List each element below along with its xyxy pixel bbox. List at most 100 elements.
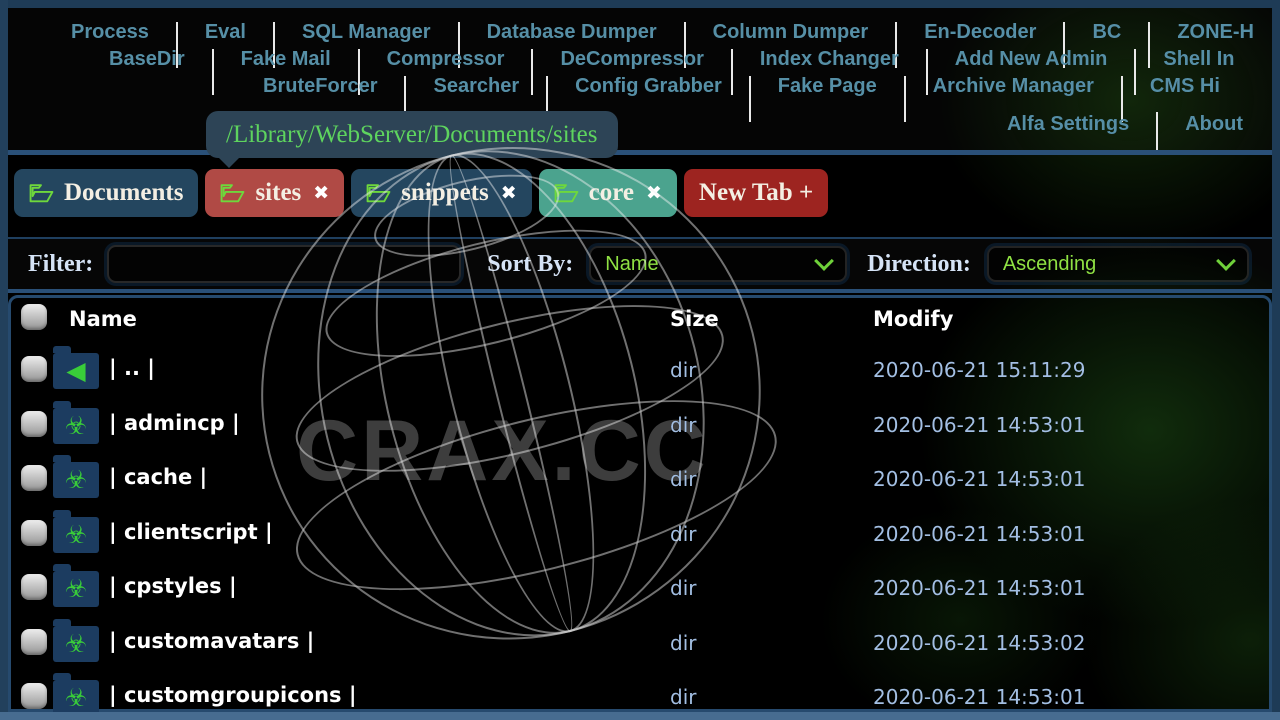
row-radio[interactable] [21,683,47,709]
tab-snippets[interactable]: snippets ✖ [351,169,532,217]
file-modify-date: 2020-06-21 15:11:29 [873,358,1086,382]
menu-row-2: BaseDir Fake Mail Compressor DeCompresso… [8,46,1272,95]
file-modify-date: 2020-06-21 14:53:01 [873,576,1086,600]
close-icon[interactable]: ✖ [646,182,662,204]
file-modify-date: 2020-06-21 14:53:01 [873,685,1086,709]
folder-biohazard-icon[interactable]: ☣ [53,400,99,444]
filter-label: Filter: [28,250,94,277]
tab-label: Documents [64,179,184,206]
page-border-right [1272,0,1280,720]
menu-item-bc[interactable]: BC [1092,21,1122,43]
menu-item-zone-h[interactable]: ZONE-H [1177,21,1254,43]
direction-select-value: Ascending [1002,252,1097,275]
folder-biohazard-icon[interactable]: ☣ [53,509,99,553]
menu-item-column-dumper[interactable]: Column Dumper [712,21,869,43]
file-name-link[interactable]: | cache | [109,465,208,489]
menu-item-fake-page[interactable]: Fake Page [777,75,877,97]
menu-item-basedir[interactable]: BaseDir [109,48,185,70]
direction-select[interactable]: Ascending [986,246,1249,282]
menu-item-config-grabber[interactable]: Config Grabber [575,75,722,97]
table-row-cache[interactable]: ☣ | cache | dir 2020-06-21 14:53:01 [11,451,1269,506]
menu-item-en-decoder[interactable]: En-Decoder [924,21,1037,43]
row-radio[interactable] [21,356,47,382]
folder-up-icon[interactable]: ◀ [53,346,99,389]
file-name-link[interactable]: | cpstyles | [109,574,237,598]
column-header-size: Size [670,307,719,331]
file-modify-date: 2020-06-21 14:53:02 [873,630,1086,655]
table-row-customavatars[interactable]: ☣ | customavatars | dir 2020-06-21 14:53… [11,615,1269,670]
tab-label: sites [255,179,302,206]
table-header: Name Size Modify [11,298,1269,342]
close-icon[interactable]: ✖ [313,182,330,204]
folder-biohazard-icon[interactable]: ☣ [53,564,99,607]
menu-item-decompressor[interactable]: DeCompressor [560,48,704,70]
menu-item-add-new-admin[interactable]: Add New Admin [954,48,1108,70]
folder-open-icon [554,183,579,202]
tab-bar: Documents sites ✖ snippets ✖ core ✖ New … [14,169,829,219]
select-all-radio[interactable] [21,304,47,330]
file-size: dir [670,521,697,546]
menu-item-alfa-settings[interactable]: Alfa Settings [1006,112,1130,135]
sort-select-value: Name [605,252,659,275]
menu-item-index-changer[interactable]: Index Changer [759,48,899,70]
menu-item-fake-mail[interactable]: Fake Mail [240,48,331,70]
column-header-name: Name [69,307,137,331]
folder-biohazard-icon[interactable]: ☣ [53,618,99,662]
sort-select[interactable]: Name [589,246,848,282]
close-icon[interactable]: ✖ [500,182,517,204]
folder-open-icon [221,183,245,202]
folder-biohazard-icon[interactable]: ☣ [53,455,99,498]
page-border-bottom [0,712,1280,720]
table-row-cpstyles[interactable]: ☣ | cpstyles | dir 2020-06-21 14:53:01 [11,560,1269,615]
file-modify-date: 2020-06-21 14:53:01 [873,412,1086,437]
row-radio[interactable] [21,519,47,546]
file-table: Name Size Modify ◀ | .. | dir 2020-06-21… [8,295,1272,716]
table-row-parent-dir[interactable]: ◀ | .. | dir 2020-06-21 15:11:29 [11,342,1269,397]
file-size: dir [670,685,697,709]
tab-core[interactable]: core ✖ [538,169,677,217]
file-size: dir [670,358,697,382]
file-name-link[interactable]: | admincp | [109,410,240,435]
current-path-tooltip: /Library/WebServer/Documents/sites [206,111,618,168]
row-radio[interactable] [21,628,47,655]
menu-item-searcher[interactable]: Searcher [433,75,520,97]
tab-documents[interactable]: Documents [14,169,199,217]
menu-row-3: BruteForcer Searcher Config Grabber Fake… [8,73,1272,122]
table-row-clientscript[interactable]: ☣ | clientscript | dir 2020-06-21 14:53:… [11,506,1269,561]
direction-label: Direction: [867,250,971,277]
menu-item-process[interactable]: Process [71,21,149,43]
tab-label: snippets [401,179,489,206]
tab-new-tab[interactable]: New Tab + [683,169,829,217]
menu-item-bruteforcer[interactable]: BruteForcer [263,75,378,97]
row-radio[interactable] [21,465,47,491]
row-radio[interactable] [21,574,47,600]
file-name-link[interactable]: | customgroupicons | [109,683,357,707]
menu-item-database-dumper[interactable]: Database Dumper [486,21,657,43]
menu-item-shell-installer[interactable]: Shell In [1163,48,1235,70]
menu-item-archive-manager[interactable]: Archive Manager [932,75,1094,97]
menu-item-cms-hijacker[interactable]: CMS Hi [1149,75,1220,97]
folder-open-icon [29,183,54,202]
page-border-left [0,0,8,720]
file-name-link[interactable]: | .. | [109,356,155,380]
file-modify-date: 2020-06-21 14:53:01 [873,521,1086,546]
column-header-modify: Modify [873,307,954,331]
filter-input[interactable] [107,245,462,283]
file-size: dir [670,467,697,491]
folder-open-icon [366,183,391,202]
menu-item-about[interactable]: About [1185,112,1243,135]
menu-item-eval[interactable]: Eval [204,21,246,43]
folder-biohazard-icon[interactable]: ☣ [53,673,99,716]
row-radio[interactable] [21,410,47,437]
tab-label: New Tab + [698,179,814,206]
menu-row-settings: Alfa Settings About [8,109,1272,150]
file-name-link[interactable]: | clientscript | [109,519,273,544]
file-size: dir [670,630,697,655]
file-name-link[interactable]: | customavatars | [109,628,315,653]
table-row-admincp[interactable]: ☣ | admincp | dir 2020-06-21 14:53:01 [11,397,1269,452]
menu-row-1: Process Eval SQL Manager Database Dumper… [8,19,1272,68]
menu-item-sql-manager[interactable]: SQL Manager [302,21,431,43]
menu-item-compressor[interactable]: Compressor [386,48,505,70]
top-menu: Process Eval SQL Manager Database Dumper… [8,8,1272,155]
